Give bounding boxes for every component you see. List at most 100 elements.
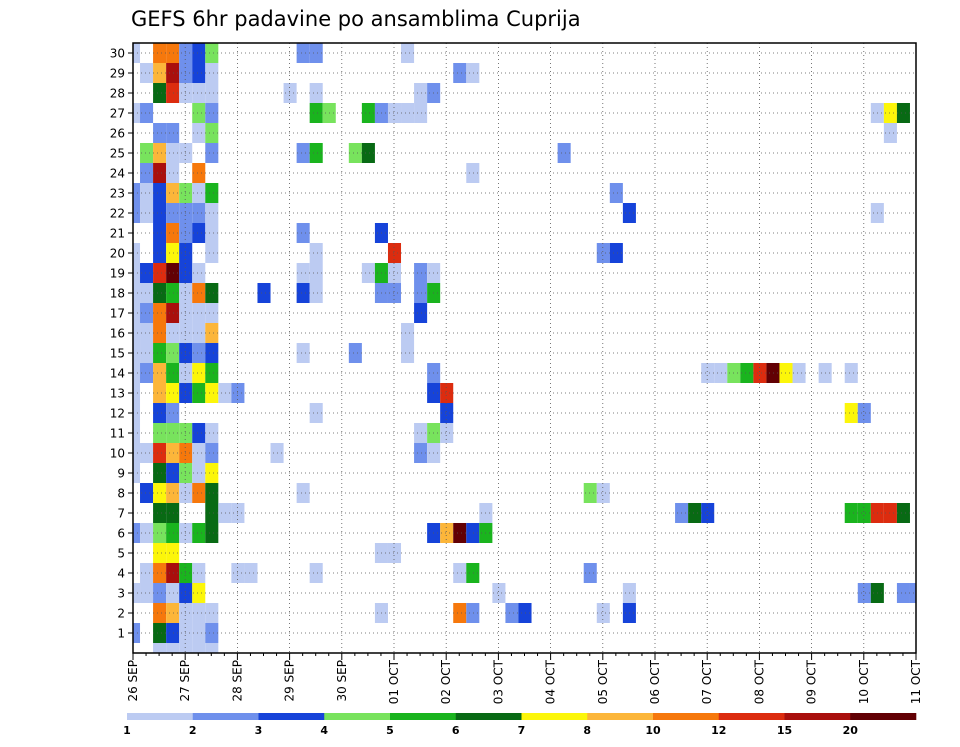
y-tick-label: 6 xyxy=(117,527,125,541)
heatmap-cell xyxy=(140,263,154,283)
heatmap-cell xyxy=(133,463,141,483)
heatmap-cell xyxy=(766,363,780,383)
legend-swatch xyxy=(784,713,851,720)
heatmap-cell xyxy=(153,563,167,583)
heatmap-cell xyxy=(166,343,180,363)
heatmap-cell xyxy=(583,483,597,503)
y-tick-label: 29 xyxy=(110,67,125,81)
heatmap-cell xyxy=(166,163,180,183)
heatmap-cell xyxy=(192,563,206,583)
heatmap-cell xyxy=(857,583,871,603)
y-tick-label: 14 xyxy=(110,367,125,381)
heatmap-cell xyxy=(466,63,480,83)
heatmap-cell xyxy=(205,203,219,223)
heatmap-cell xyxy=(896,103,910,123)
heatmap-cell xyxy=(153,643,167,653)
heatmap-cell xyxy=(205,303,219,323)
heatmap-cell xyxy=(192,163,206,183)
heatmap-cell xyxy=(166,83,180,103)
x-tick-label: 28 SEP xyxy=(230,660,244,702)
heatmap-cell xyxy=(466,163,480,183)
heatmap-cell xyxy=(414,283,428,303)
legend-swatch xyxy=(127,713,194,720)
heatmap-cell xyxy=(133,363,141,383)
heatmap-cell xyxy=(166,603,180,623)
heatmap-cell xyxy=(166,623,180,643)
legend-label: 2 xyxy=(189,724,197,737)
heatmap-cell xyxy=(309,243,323,263)
legend-label: 8 xyxy=(583,724,591,737)
heatmap-cell xyxy=(348,143,362,163)
heatmap-cell xyxy=(192,223,206,243)
heatmap-cell xyxy=(166,63,180,83)
heatmap-cell xyxy=(192,323,206,343)
heatmap-cell xyxy=(133,183,141,203)
heatmap-cell xyxy=(153,323,167,343)
heatmap-cell xyxy=(166,403,180,423)
chart-title: GEFS 6hr padavine po ansamblima Cuprija xyxy=(131,7,581,31)
x-tick-label: 26 SEP xyxy=(126,660,140,702)
heatmap-cell xyxy=(166,543,180,563)
grid-lines xyxy=(133,43,916,653)
heatmap-cell xyxy=(205,643,219,653)
heatmap-cell xyxy=(192,383,206,403)
heatmap-cell xyxy=(857,503,871,523)
y-tick-label: 11 xyxy=(110,427,125,441)
heatmap-cell xyxy=(309,103,323,123)
heatmap-cell xyxy=(166,503,180,523)
heatmap-cell xyxy=(205,243,219,263)
heatmap-cell xyxy=(557,143,571,163)
legend-swatch xyxy=(587,713,654,720)
heatmap-cell xyxy=(714,363,728,383)
y-tick-label: 5 xyxy=(117,547,125,561)
heatmap-cell xyxy=(166,143,180,163)
heatmap-cell xyxy=(153,243,167,263)
x-tick-label: 05 OCT xyxy=(596,659,610,704)
heatmap-cell xyxy=(192,283,206,303)
heatmap-cell xyxy=(140,303,154,323)
heatmap-cell xyxy=(844,403,858,423)
legend-label: 15 xyxy=(777,724,792,737)
x-tick-label: 08 OCT xyxy=(752,659,766,704)
heatmap-cell xyxy=(192,443,206,463)
heatmap-cell xyxy=(205,183,219,203)
heatmap-cell xyxy=(205,223,219,243)
heatmap-cell xyxy=(309,403,323,423)
heatmap-cell xyxy=(140,323,154,343)
heatmap-cell xyxy=(166,283,180,303)
heatmap-cell xyxy=(192,463,206,483)
heatmap-cell xyxy=(133,383,141,403)
heatmap-cell xyxy=(153,163,167,183)
y-tick-label: 25 xyxy=(110,147,125,161)
heatmap-cell xyxy=(153,623,167,643)
heatmap-cell xyxy=(153,263,167,283)
y-axis: 1234567891011121314151617181920212223242… xyxy=(110,47,133,641)
x-tick-label: 04 OCT xyxy=(544,659,558,704)
heatmap-cell xyxy=(166,43,180,63)
y-tick-label: 18 xyxy=(110,287,125,301)
heatmap-cell xyxy=(440,403,454,423)
heatmap-cell xyxy=(133,523,141,543)
legend-swatch xyxy=(390,713,457,720)
heatmap-cell xyxy=(140,143,154,163)
heatmap-cell xyxy=(296,283,310,303)
legend-label: 12 xyxy=(711,724,726,737)
heatmap-cell xyxy=(205,143,219,163)
heatmap-cell xyxy=(387,243,402,263)
heatmap-cell xyxy=(153,583,167,603)
heatmap-cell xyxy=(192,123,206,143)
heatmap-cell xyxy=(153,343,167,363)
heatmap-cell xyxy=(179,643,193,653)
heatmap-cell xyxy=(140,183,154,203)
heatmap-cell xyxy=(153,443,167,463)
heatmap-cell xyxy=(133,323,141,343)
heatmap-cell xyxy=(609,183,623,203)
heatmap-cell xyxy=(140,583,154,603)
heatmap-cell xyxy=(205,423,219,443)
heatmap-cell xyxy=(492,583,506,603)
x-tick-label: 30 SEP xyxy=(335,660,349,702)
heatmap-cell xyxy=(153,203,167,223)
heatmap-cell xyxy=(453,563,467,583)
heatmap-cell xyxy=(883,123,897,143)
heatmap-cell xyxy=(153,423,167,443)
